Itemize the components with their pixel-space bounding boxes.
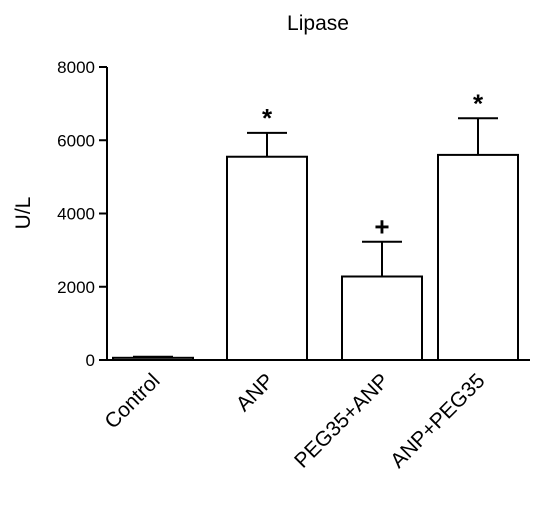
annotation-1: * [262,103,273,133]
y-tick-label-2: 4000 [57,205,95,224]
bar-0 [112,356,194,361]
category-label-0: Control [100,369,164,433]
y-tick-label-3: 6000 [57,131,95,150]
plot-area: 0 2000 4000 6000 8000 Control * ANP + PEG35+ANP * A… [57,58,530,473]
bar-3 [437,153,519,361]
bar-2 [341,275,423,361]
category-label-3: ANP+PEG35 [386,369,489,472]
annotation-2: + [374,212,389,242]
bar-1 [226,155,308,361]
y-axis-label: U/L [12,197,35,230]
chart-title: Lipase [287,12,349,35]
y-tick-label-4: 8000 [57,58,95,77]
annotation-3: * [473,88,484,118]
y-tick-label-0: 0 [86,351,95,370]
category-label-1: ANP [232,369,279,416]
category-label-2: PEG35+ANP [290,369,393,472]
y-tick-label-1: 2000 [57,278,95,297]
